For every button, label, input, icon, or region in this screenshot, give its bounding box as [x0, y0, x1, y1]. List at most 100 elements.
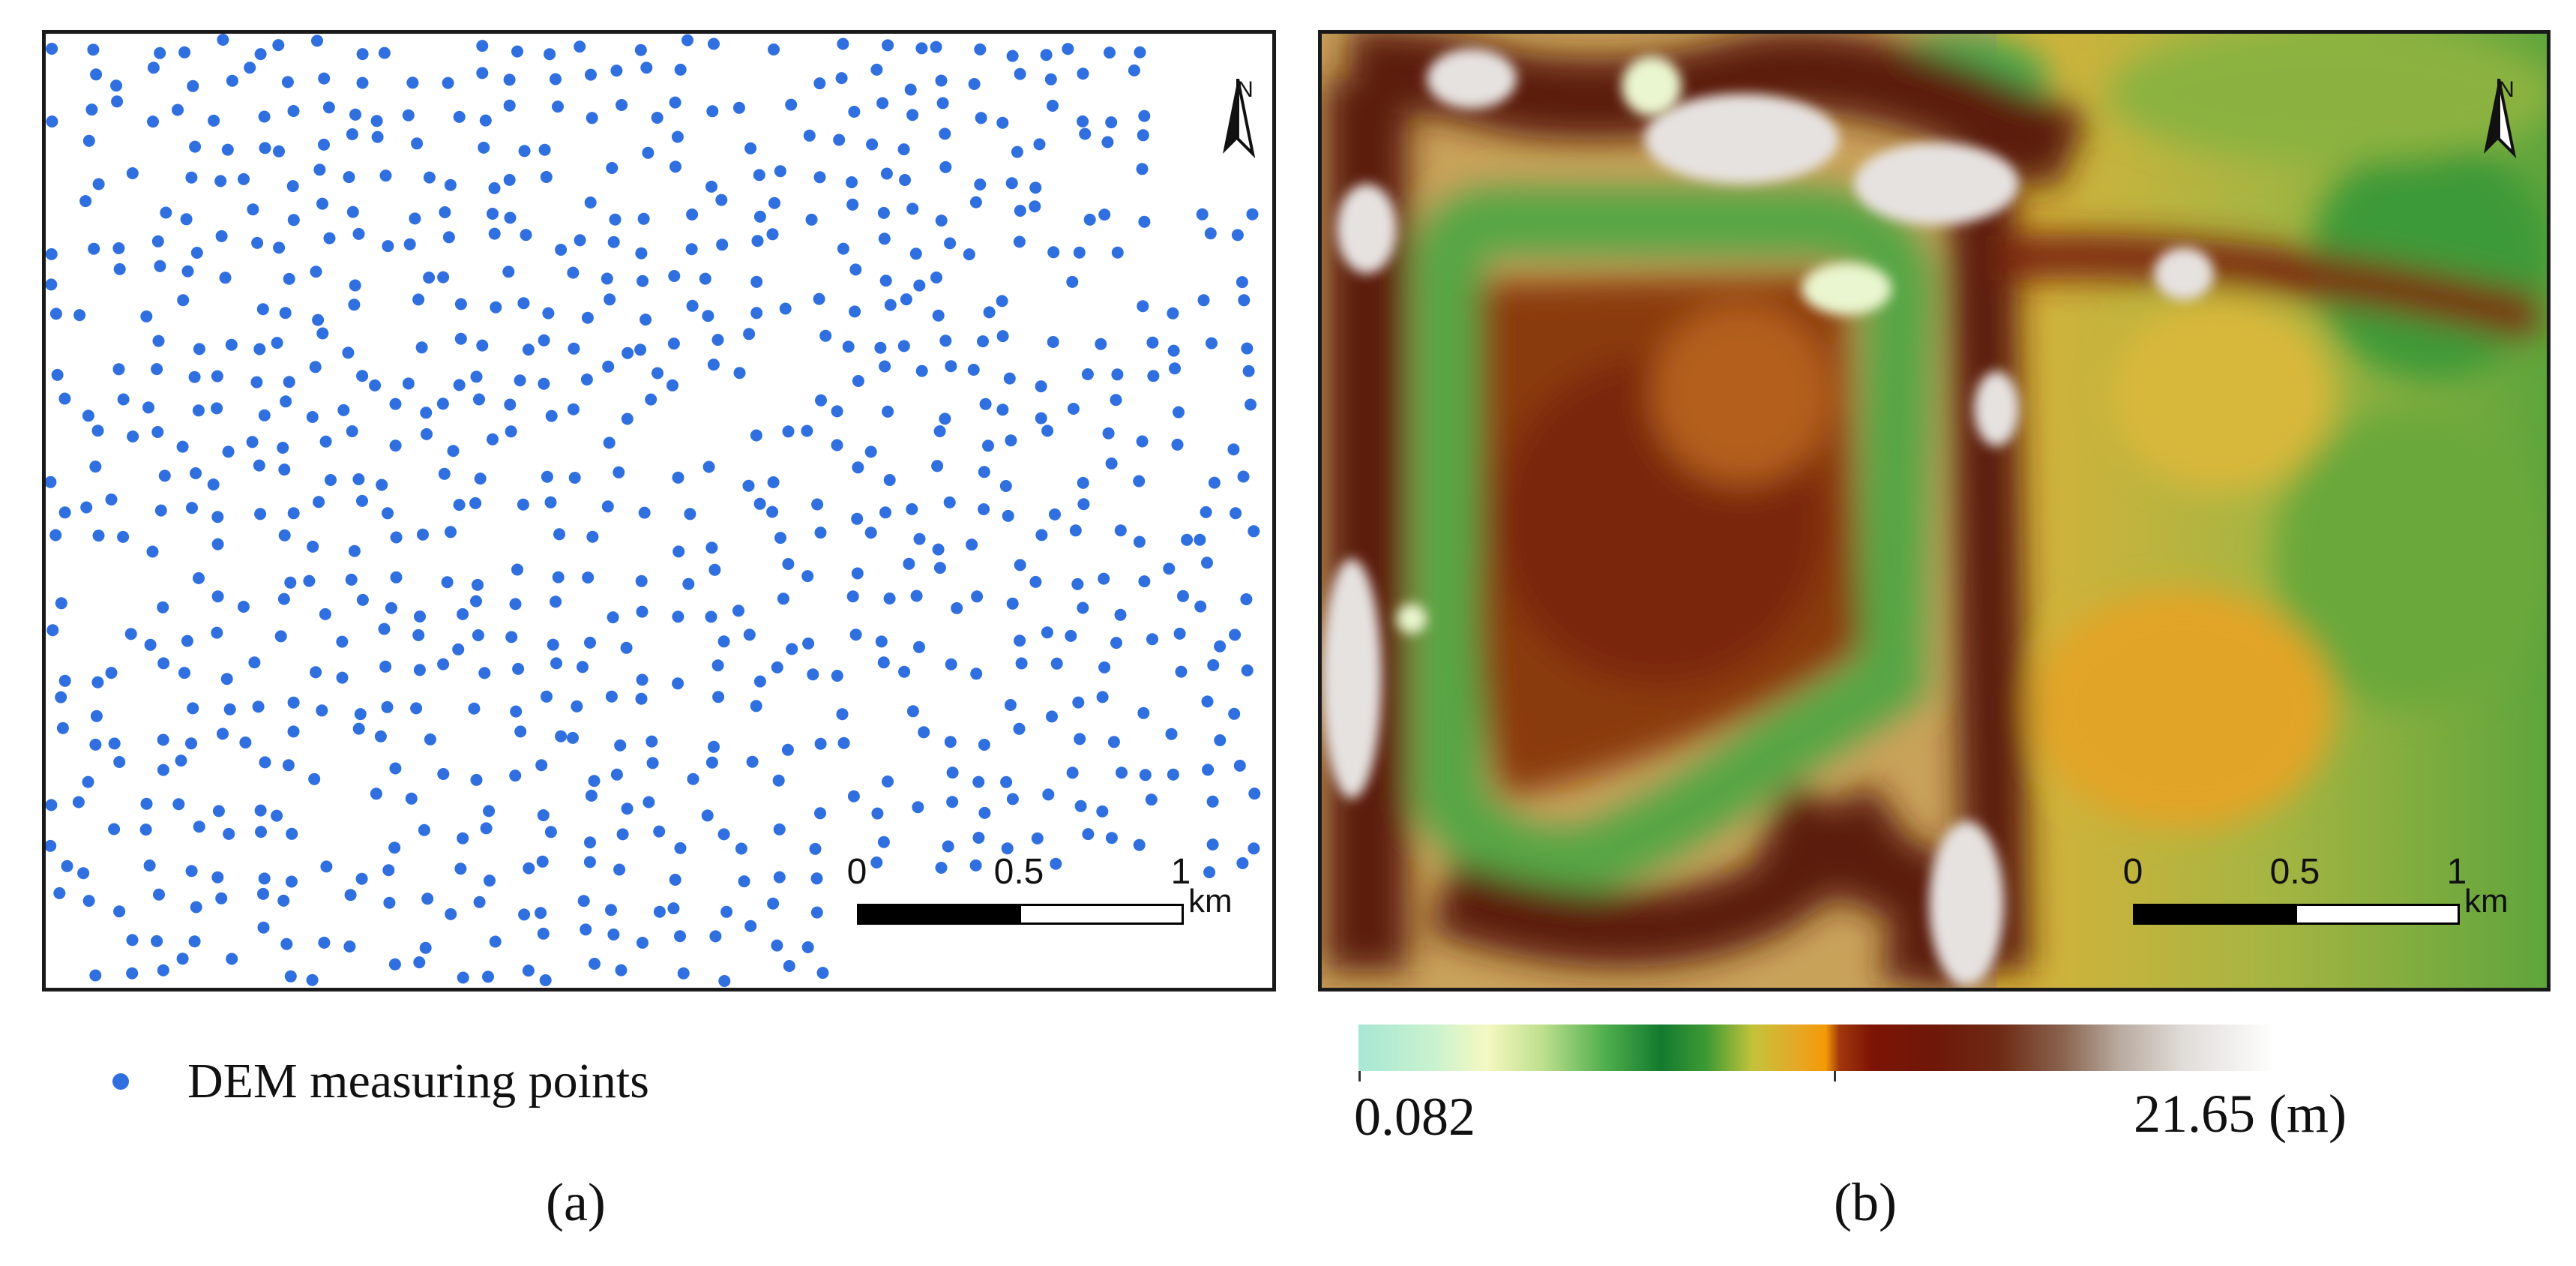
dem-point	[875, 635, 888, 648]
dem-point	[318, 72, 331, 85]
dem-point	[273, 242, 286, 254]
dem-point	[906, 202, 919, 215]
dem-point	[514, 725, 527, 738]
dem-point	[699, 272, 711, 285]
dem-point	[1246, 208, 1259, 220]
dem-point	[1098, 572, 1110, 585]
dem-point	[522, 344, 535, 356]
dem-point	[1096, 805, 1109, 818]
dem-point	[187, 702, 199, 715]
dem-point	[541, 470, 553, 483]
dem-point	[750, 429, 762, 442]
dem-point	[613, 863, 626, 876]
scale-bar-b: 0 0.5 1 km	[2123, 851, 2523, 934]
dem-point	[1137, 129, 1149, 142]
dem-point	[91, 424, 104, 437]
dem-point	[307, 540, 319, 553]
dem-point	[586, 530, 599, 543]
dem-point	[444, 178, 457, 191]
dem-point	[951, 602, 963, 614]
dem-point	[370, 788, 382, 800]
legend-points-label: DEM measuring points	[187, 1054, 649, 1108]
dem-point	[607, 236, 620, 248]
dem-point	[510, 705, 523, 718]
dem-point	[244, 62, 256, 74]
dem-point	[1001, 842, 1014, 855]
dem-point	[1165, 728, 1178, 740]
dem-point	[445, 908, 457, 920]
dem-point	[667, 902, 680, 915]
dem-point	[1228, 707, 1241, 720]
dem-point	[753, 675, 766, 688]
dem-point	[143, 860, 156, 872]
dem-point	[903, 557, 915, 570]
dem-point	[635, 574, 648, 587]
dem-point	[705, 756, 718, 769]
dem-point	[1111, 246, 1124, 259]
dem-point	[447, 445, 460, 458]
dem-point	[1013, 236, 1026, 248]
dem-point	[882, 776, 894, 788]
dem-point	[1206, 838, 1219, 850]
scale-tick-1: 1	[2446, 852, 2467, 892]
dem-point	[212, 805, 225, 818]
map-panel-b: N 0 0.5 1 km	[1318, 30, 2551, 992]
dem-point	[717, 635, 730, 648]
dem-point	[967, 364, 980, 376]
dem-point	[420, 406, 433, 419]
dem-point	[502, 266, 515, 278]
dem-point	[151, 426, 164, 438]
dem-point	[1133, 475, 1146, 488]
dem-point	[113, 262, 126, 275]
dem-point	[1201, 556, 1213, 569]
dem-point	[1005, 434, 1017, 447]
dem-point	[915, 364, 928, 377]
dem-point	[541, 690, 553, 703]
dem-point	[944, 736, 957, 748]
dem-point	[221, 143, 234, 156]
dem-point	[219, 272, 232, 284]
dem-point	[223, 703, 236, 716]
dem-point	[946, 766, 959, 779]
dem-point	[126, 934, 139, 946]
dem-point	[544, 48, 556, 61]
dem-point	[884, 298, 897, 311]
dem-point	[346, 128, 358, 140]
dem-point	[140, 797, 153, 810]
dem-point	[767, 476, 780, 488]
dem-point	[1175, 665, 1188, 678]
dem-point	[674, 842, 687, 854]
dem-point	[402, 109, 415, 122]
dem-point	[774, 532, 786, 544]
dem-point	[1248, 842, 1260, 855]
dem-point	[813, 171, 826, 184]
dem-point	[979, 398, 992, 410]
dem-point	[382, 240, 394, 253]
dem-point	[773, 823, 786, 836]
dem-point	[226, 952, 238, 965]
dem-point	[851, 567, 864, 580]
dem-point	[852, 461, 864, 474]
dem-point	[810, 906, 823, 919]
dem-point	[322, 101, 335, 114]
dem-point	[773, 871, 786, 884]
colorbar-max-label: 21.65 (m)	[2134, 1084, 2347, 1144]
dem-point	[933, 425, 946, 437]
dem-point	[836, 708, 849, 721]
dem-point	[900, 293, 912, 306]
dem-point	[388, 842, 401, 854]
dem-point	[56, 722, 69, 734]
dem-point	[642, 146, 654, 159]
dem-point	[846, 176, 858, 188]
dem-point	[348, 298, 361, 311]
dem-point	[735, 842, 747, 855]
dem-point	[517, 297, 530, 310]
dem-point	[802, 638, 815, 650]
dem-point	[614, 739, 627, 752]
dem-point	[419, 941, 432, 954]
dem-point	[606, 162, 619, 174]
dem-point	[381, 700, 394, 713]
dem-point	[831, 439, 843, 452]
dem-point	[85, 104, 98, 116]
dem-point	[878, 232, 891, 245]
